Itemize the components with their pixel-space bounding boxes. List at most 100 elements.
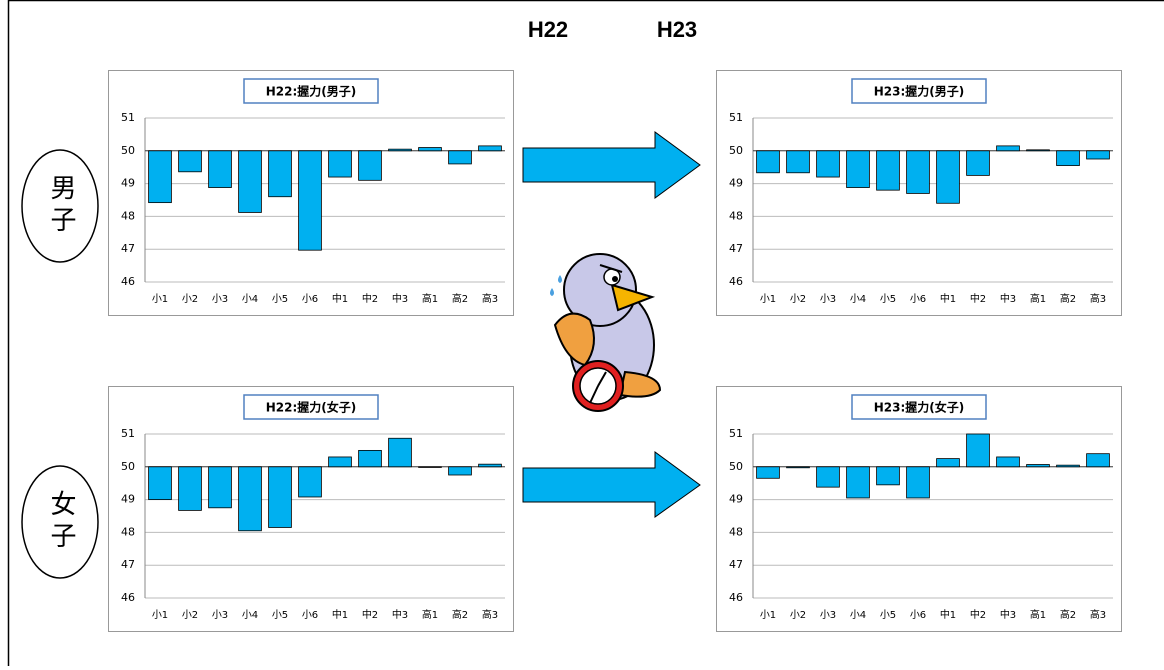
x-tick-label: 小5 xyxy=(272,293,288,305)
bar xyxy=(1087,454,1110,467)
bar xyxy=(757,151,780,173)
bar xyxy=(967,434,990,467)
x-tick-label: 小6 xyxy=(910,609,926,621)
x-tick-label: 高3 xyxy=(1090,608,1106,621)
bar xyxy=(967,151,990,176)
header-h23: H23 xyxy=(657,17,697,42)
y-tick-label: 48 xyxy=(729,525,743,538)
x-tick-label: 中1 xyxy=(940,292,956,305)
x-tick-label: 小6 xyxy=(302,609,318,621)
x-tick-label: 高3 xyxy=(1090,292,1106,305)
y-tick-label: 48 xyxy=(729,209,743,222)
bar xyxy=(179,467,202,511)
header-h22: H22 xyxy=(528,17,568,42)
x-tick-label: 高1 xyxy=(1030,292,1046,305)
y-tick-label: 47 xyxy=(729,242,743,255)
chart-title: H22:握力(女子) xyxy=(266,400,357,415)
bar xyxy=(359,151,382,181)
y-tick-label: 51 xyxy=(729,111,743,124)
bar xyxy=(149,467,172,500)
x-tick-label: 小4 xyxy=(242,293,258,305)
y-tick-label: 50 xyxy=(729,144,743,157)
bar xyxy=(847,151,870,188)
bar xyxy=(419,467,442,468)
bar xyxy=(787,467,810,468)
x-tick-label: 小4 xyxy=(850,293,866,305)
x-tick-label: 小1 xyxy=(760,293,776,305)
chart-title: H23:握力(男子) xyxy=(874,84,965,99)
bar xyxy=(1027,150,1050,151)
x-tick-label: 小5 xyxy=(272,609,288,621)
chart-title: H23:握力(女子) xyxy=(874,400,965,415)
y-tick-label: 48 xyxy=(121,525,135,538)
x-tick-label: 小6 xyxy=(910,293,926,305)
x-tick-label: 小2 xyxy=(790,293,806,305)
bar xyxy=(877,467,900,485)
bar xyxy=(479,146,502,151)
bar xyxy=(997,146,1020,151)
y-tick-label: 50 xyxy=(121,144,135,157)
y-tick-label: 49 xyxy=(729,493,743,506)
bar xyxy=(1027,465,1050,467)
x-tick-label: 高1 xyxy=(422,608,438,621)
bar xyxy=(997,457,1020,467)
x-tick-label: 高3 xyxy=(482,292,498,305)
bar xyxy=(209,467,232,508)
x-tick-label: 小3 xyxy=(820,293,836,305)
x-tick-label: 中2 xyxy=(970,292,986,305)
bar xyxy=(239,151,262,213)
bar xyxy=(269,151,292,197)
chart-title: H22:握力(男子) xyxy=(266,84,357,99)
x-tick-label: 小5 xyxy=(880,609,896,621)
x-tick-label: 小1 xyxy=(152,609,168,621)
x-tick-label: 小3 xyxy=(212,609,228,621)
x-tick-label: 中1 xyxy=(940,608,956,621)
bar xyxy=(209,151,232,188)
x-tick-label: 高3 xyxy=(482,608,498,621)
y-tick-label: 47 xyxy=(729,558,743,571)
bar xyxy=(449,467,472,475)
bar xyxy=(847,467,870,498)
x-tick-label: 中2 xyxy=(362,608,378,621)
bar xyxy=(449,151,472,164)
y-tick-label: 49 xyxy=(121,493,135,506)
x-tick-label: 小3 xyxy=(820,609,836,621)
x-tick-label: 高2 xyxy=(452,292,468,305)
x-tick-label: 中3 xyxy=(392,292,408,305)
bar xyxy=(877,151,900,190)
chart-frame xyxy=(109,387,514,632)
y-tick-label: 49 xyxy=(121,177,135,190)
x-tick-label: 中1 xyxy=(332,608,348,621)
y-tick-label: 51 xyxy=(121,111,135,124)
x-tick-label: 小5 xyxy=(880,293,896,305)
bar xyxy=(1057,465,1080,467)
x-tick-label: 小4 xyxy=(242,609,258,621)
x-tick-label: 中2 xyxy=(970,608,986,621)
x-tick-label: 中2 xyxy=(362,292,378,305)
x-tick-label: 小6 xyxy=(302,293,318,305)
x-tick-label: 小2 xyxy=(182,293,198,305)
y-tick-label: 51 xyxy=(121,427,135,440)
x-tick-label: 小3 xyxy=(212,293,228,305)
x-tick-label: 小1 xyxy=(152,293,168,305)
y-tick-label: 46 xyxy=(729,275,743,288)
bar xyxy=(479,464,502,467)
y-tick-label: 48 xyxy=(121,209,135,222)
bar xyxy=(179,151,202,172)
y-tick-label: 47 xyxy=(121,242,135,255)
bar xyxy=(907,467,930,498)
bar xyxy=(787,151,810,173)
row-label: 女子 xyxy=(46,490,76,554)
bar xyxy=(1087,151,1110,159)
x-tick-label: 高2 xyxy=(1060,608,1076,621)
bar xyxy=(329,457,352,467)
x-tick-label: 中3 xyxy=(392,608,408,621)
chart-frame xyxy=(717,387,1122,632)
x-tick-label: 小1 xyxy=(760,609,776,621)
bar xyxy=(419,148,442,151)
y-tick-label: 51 xyxy=(729,427,743,440)
x-tick-label: 中1 xyxy=(332,292,348,305)
bar xyxy=(239,467,262,531)
